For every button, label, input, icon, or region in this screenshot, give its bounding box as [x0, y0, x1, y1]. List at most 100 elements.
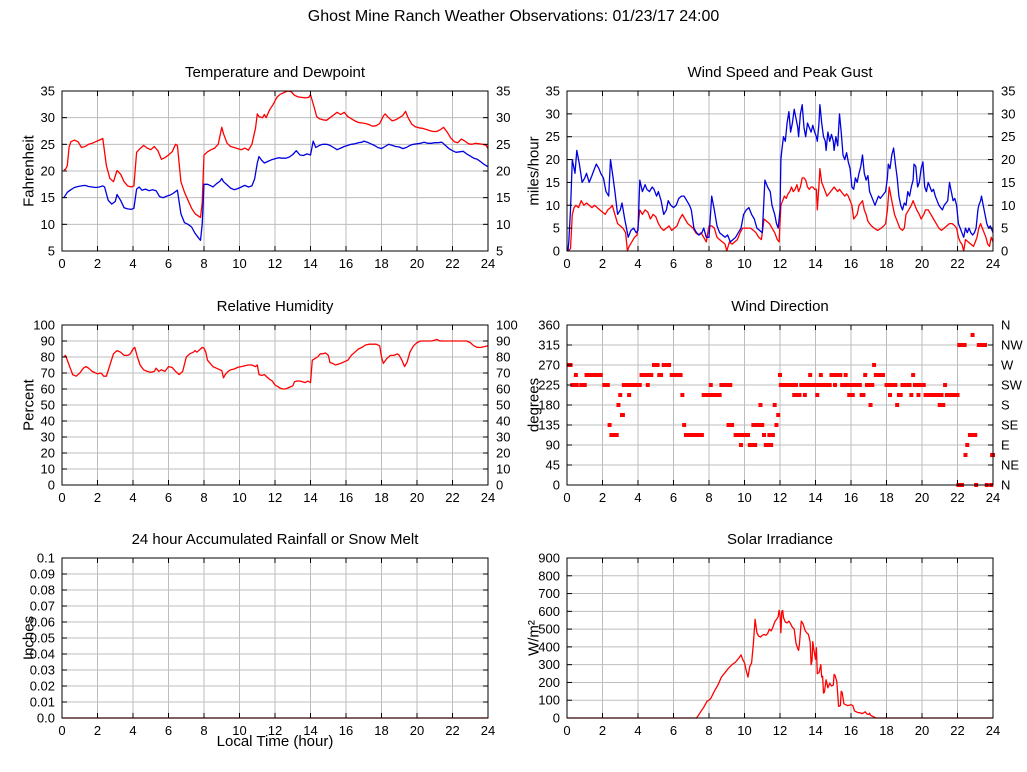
- data-point-direction: [625, 383, 630, 387]
- chart-relative-humidity: 0 2 4 6 8 10 12 14 16 18 20 22 240102030405060708090…: [33, 318, 517, 506]
- data-point-direction: [861, 393, 866, 397]
- data-point-direction: [730, 423, 735, 427]
- x-tick-label: 22: [445, 723, 459, 738]
- y-tick-label: 225: [538, 378, 560, 393]
- x-tick-label: 4: [634, 490, 641, 505]
- data-point-direction: [916, 393, 921, 397]
- chart-wind-direction: 0 2 4 6 8 10 12 14 16 18 20 22 240459013518022527031…: [538, 318, 1023, 506]
- data-point-direction: [815, 393, 820, 397]
- y-tick-label: 0.06: [30, 615, 55, 630]
- x-axis-label-local-time: Local Time (hour): [216, 733, 334, 750]
- x-tick-label: 6: [670, 256, 677, 271]
- x-tick-label: 2: [599, 723, 606, 738]
- x-tick-label: 2: [94, 723, 101, 738]
- data-point-direction: [895, 403, 900, 407]
- data-point-direction: [573, 373, 578, 377]
- data-point-direction: [659, 373, 664, 377]
- y-right-tick-label: 30: [496, 110, 510, 125]
- y-axis-label-degrees: degrees: [525, 377, 543, 433]
- x-tick-label: 16: [339, 490, 353, 505]
- x-tick-label: 24: [986, 490, 1000, 505]
- data-point-direction: [962, 343, 967, 347]
- x-tick-label: 10: [232, 723, 246, 738]
- y-right-tick-label: SW: [1001, 378, 1023, 393]
- x-tick-label: 8: [705, 723, 712, 738]
- x-tick-label: 18: [374, 723, 388, 738]
- data-point-direction: [911, 373, 916, 377]
- data-point-direction: [965, 443, 970, 447]
- data-point-direction: [776, 413, 781, 417]
- y-tick-label: 180: [538, 398, 560, 413]
- x-tick-label: 6: [165, 256, 172, 271]
- x-tick-label: 22: [950, 723, 964, 738]
- y-right-tick-label: 100: [496, 318, 518, 333]
- y-tick-label: 0.07: [30, 599, 55, 614]
- data-point-direction: [582, 383, 587, 387]
- x-tick-label: 4: [129, 490, 136, 505]
- data-point-direction: [614, 433, 619, 437]
- chart-title-wind-direction: Wind Direction: [731, 298, 829, 315]
- y-right-tick-label: 10: [496, 217, 510, 232]
- data-point-direction: [717, 393, 722, 397]
- y-tick-label: 5: [553, 221, 560, 236]
- series-temperature: [63, 90, 489, 219]
- y-right-tick-label: 15: [496, 190, 510, 205]
- y-right-tick-label: NW: [1001, 338, 1023, 353]
- data-point-direction: [574, 383, 579, 387]
- x-tick-label: 22: [950, 256, 964, 271]
- y-right-tick-label: 30: [496, 430, 510, 445]
- y-tick-label: 200: [538, 675, 560, 690]
- y-tick-label: 20: [41, 446, 55, 461]
- x-tick-label: 14: [808, 723, 822, 738]
- data-point-direction: [849, 383, 853, 387]
- y-tick-label: 30: [546, 106, 560, 121]
- data-point-direction: [724, 383, 729, 387]
- data-point-direction: [843, 373, 848, 377]
- y-right-tick-label: 70: [496, 366, 510, 381]
- x-tick-label: 8: [200, 490, 207, 505]
- chart-title-wind-speed-gust: Wind Speed and Peak Gust: [687, 64, 873, 81]
- y-right-tick-label: 35: [1001, 84, 1015, 99]
- data-point-direction: [678, 373, 683, 377]
- data-point-direction: [808, 373, 813, 377]
- chart-temperature-dewpoint: 0 2 4 6 8 10 12 14 16 18 20 22 245101520253035510152…: [41, 84, 511, 272]
- data-point-direction: [737, 433, 742, 437]
- data-point-direction: [943, 383, 948, 387]
- data-point-direction: [888, 393, 893, 397]
- data-point-direction: [682, 423, 687, 427]
- x-tick-label: 6: [165, 490, 172, 505]
- y-tick-label: 45: [546, 458, 560, 473]
- data-point-direction: [831, 373, 836, 377]
- x-tick-label: 16: [339, 723, 353, 738]
- data-point-direction: [813, 383, 818, 387]
- data-point-direction: [772, 403, 777, 407]
- series-irradiance: [567, 609, 993, 719]
- data-point-direction: [680, 393, 685, 397]
- data-point-direction: [935, 393, 940, 397]
- x-tick-label: 8: [200, 256, 207, 271]
- y-tick-label: 5: [48, 244, 55, 259]
- x-tick-label: 20: [410, 723, 424, 738]
- data-point-direction: [655, 363, 660, 367]
- y-tick-label: 30: [41, 430, 55, 445]
- series-humidity: [63, 338, 489, 390]
- data-point-direction: [797, 393, 802, 397]
- y-tick-label: 135: [538, 418, 560, 433]
- y-tick-label: 0: [553, 711, 560, 726]
- x-tick-label: 8: [705, 490, 712, 505]
- data-point-direction: [644, 373, 649, 377]
- x-tick-label: 20: [915, 490, 929, 505]
- data-point-direction: [691, 433, 696, 437]
- x-tick-label: 20: [915, 256, 929, 271]
- y-right-tick-label: W: [1001, 358, 1014, 373]
- data-point-direction: [793, 383, 798, 387]
- data-point-direction: [939, 393, 944, 397]
- x-tick-label: 0: [58, 723, 65, 738]
- y-tick-label: 0: [553, 478, 560, 493]
- y-axis-label-watts-per-m2: W/m²: [525, 620, 543, 656]
- chart-wind-speed-gust: 0 2 4 6 8 10 12 14 16 18 20 22 240510152025303505101…: [546, 84, 1016, 272]
- x-tick-label: 16: [844, 723, 858, 738]
- x-tick-label: 12: [773, 723, 787, 738]
- data-point-direction: [765, 443, 770, 447]
- x-tick-label: 6: [165, 723, 172, 738]
